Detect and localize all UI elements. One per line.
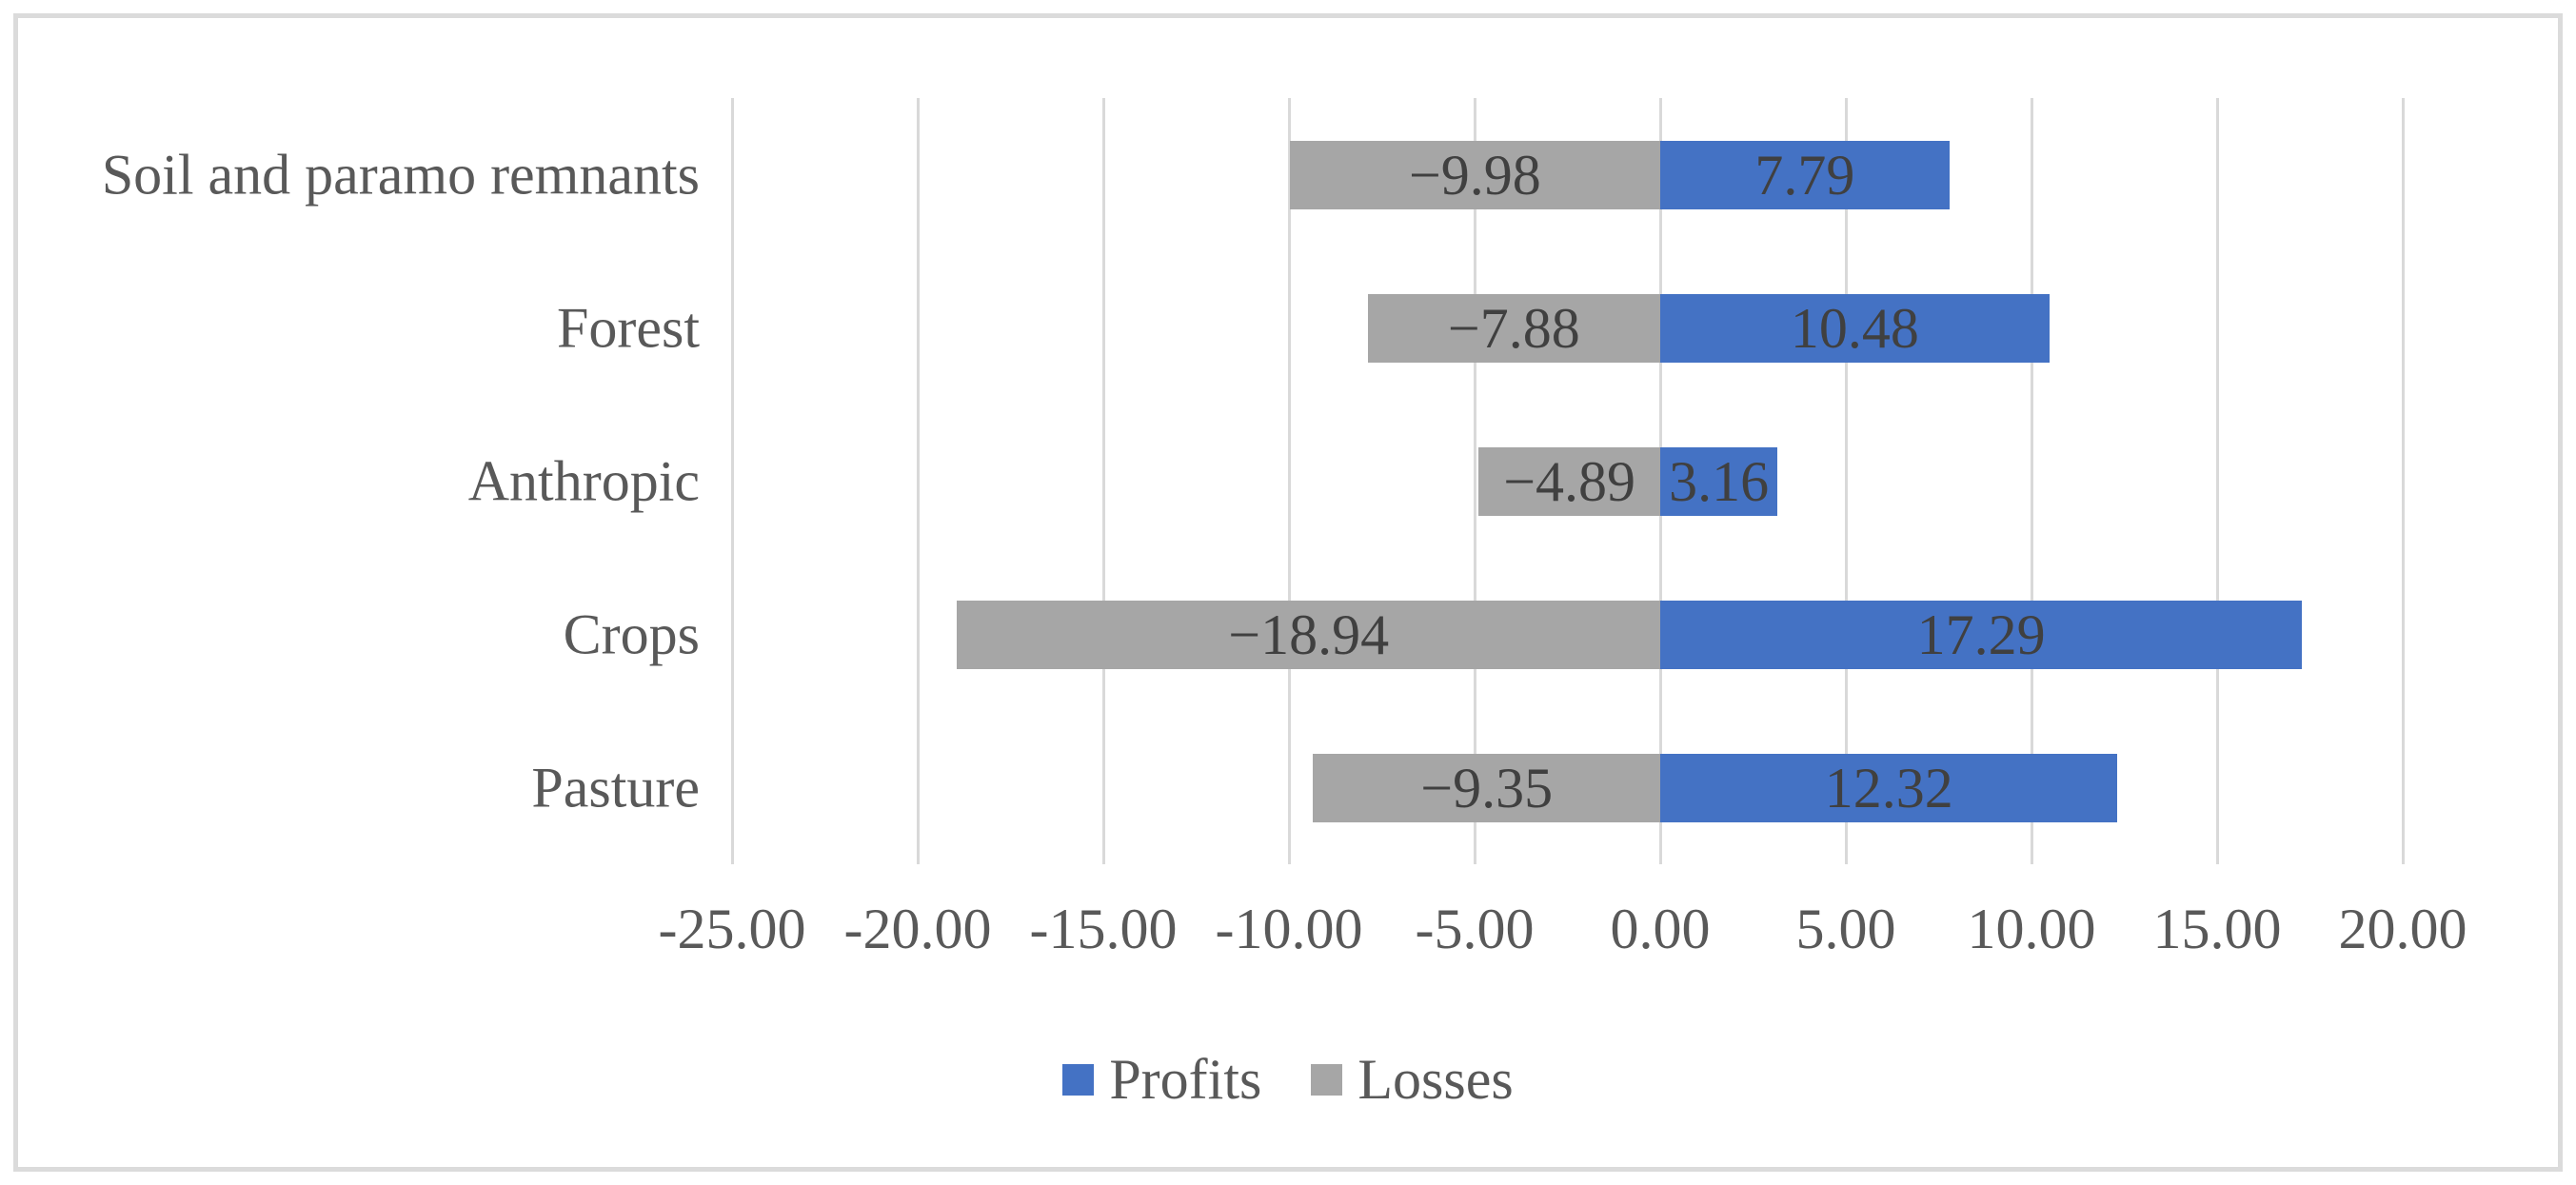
- gridline: [2402, 98, 2405, 864]
- gridline: [2216, 98, 2219, 864]
- gridline: [917, 98, 920, 864]
- plot-area: 7.79 −9.98 10.48 −7.88 3.16 −4.89 17.29 −18.94 1…: [731, 98, 2405, 864]
- profits-bar: 12.32: [1660, 753, 2118, 822]
- legend-label-profits: Profits: [1109, 1048, 1262, 1111]
- profits-bar: 3.16: [1660, 446, 1778, 516]
- category-label: Pasture: [531, 756, 700, 819]
- losses-bar: −18.94: [957, 600, 1660, 669]
- losses-bar: −9.35: [1313, 753, 1660, 822]
- losses-bar: −7.88: [1367, 293, 1660, 363]
- losses-swatch-icon: [1311, 1063, 1343, 1096]
- gridline: [1287, 98, 1291, 864]
- x-tick-label: -15.00: [1029, 898, 1178, 960]
- legend-item-profits: Profits: [1062, 1045, 1261, 1114]
- x-tick-label: -10.00: [1215, 898, 1363, 960]
- x-tick-label: 5.00: [1795, 898, 1896, 960]
- data-label: −7.88: [1447, 296, 1580, 360]
- gridline: [1844, 98, 1848, 864]
- losses-bar: −9.98: [1289, 140, 1660, 209]
- category-axis: Soil and paramo remnants Forest Anthropic C…: [38, 98, 700, 864]
- x-tick-label: 20.00: [2338, 898, 2467, 960]
- x-tick-label: -20.00: [843, 898, 992, 960]
- category-label: Crops: [563, 602, 700, 665]
- data-label: 3.16: [1669, 449, 1770, 513]
- profits-bar: 10.48: [1660, 293, 2050, 363]
- gridline: [1102, 98, 1105, 864]
- x-axis: -25.00 -20.00 -15.00 -10.00 -5.00 0.00 5.00 10.…: [659, 897, 2467, 963]
- data-label: −9.35: [1420, 756, 1554, 820]
- gridline: [1474, 98, 1476, 864]
- legend-item-losses: Losses: [1311, 1045, 1514, 1114]
- data-label: −9.98: [1408, 143, 1541, 207]
- data-label: −18.94: [1228, 602, 1390, 666]
- profits-bar: 17.29: [1660, 600, 2303, 669]
- data-label: −4.89: [1503, 449, 1636, 513]
- legend: Profits Losses: [0, 1041, 2576, 1117]
- category-label: Anthropic: [467, 449, 700, 512]
- legend-label-losses: Losses: [1357, 1048, 1514, 1111]
- x-tick-label: 15.00: [2152, 898, 2282, 960]
- category-label: Soil and paramo remnants: [101, 143, 700, 206]
- data-label: 12.32: [1824, 756, 1953, 820]
- x-tick-label: -5.00: [1415, 898, 1535, 960]
- x-tick-label: 0.00: [1610, 898, 1711, 960]
- losses-bar: −4.89: [1478, 446, 1660, 516]
- data-label: 7.79: [1754, 143, 1855, 207]
- data-label: 10.48: [1790, 296, 1919, 360]
- profits-bar: 7.79: [1660, 140, 1950, 209]
- data-label: 17.29: [1916, 602, 2046, 666]
- x-tick-label: 10.00: [1967, 898, 2096, 960]
- profits-swatch-icon: [1062, 1063, 1095, 1096]
- category-label: Forest: [557, 296, 700, 359]
- gridline: [731, 98, 734, 864]
- gridline: [2031, 98, 2033, 864]
- x-tick-label: -25.00: [658, 898, 806, 960]
